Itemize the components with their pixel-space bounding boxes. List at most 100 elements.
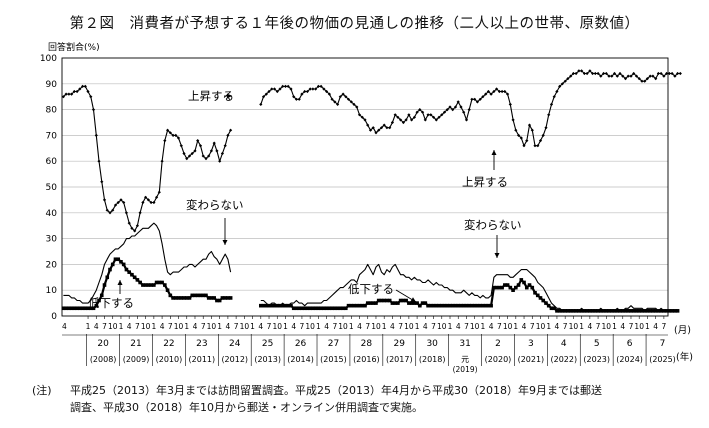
data-point: [577, 69, 581, 73]
data-point: [410, 118, 414, 122]
y-tick-label: 90: [46, 80, 58, 90]
data-point: [127, 221, 131, 225]
data-point: [336, 102, 340, 106]
data-point: [634, 309, 639, 313]
data-point: [226, 296, 230, 300]
data-point: [678, 71, 682, 76]
x-year-era-label: 20: [97, 339, 109, 349]
data-point: [580, 69, 584, 73]
data-point: [280, 303, 285, 308]
data-point: [429, 303, 433, 308]
series-上昇する: [61, 69, 682, 233]
x-month-label: 10: [536, 322, 546, 331]
data-point: [571, 71, 575, 76]
data-point: [574, 309, 578, 313]
data-point: [99, 293, 104, 298]
data-point: [656, 71, 660, 76]
data-point: [626, 74, 630, 78]
data-point: [357, 113, 362, 117]
data-point: [398, 298, 403, 303]
x-year-western-label: (2019): [453, 365, 478, 374]
data-point: [409, 301, 414, 305]
x-month-label: 7: [431, 322, 436, 331]
data-point: [281, 84, 285, 88]
data-point: [648, 74, 652, 78]
x-month-label: 1: [448, 322, 453, 331]
data-point: [558, 84, 562, 88]
data-point: [519, 136, 523, 140]
data-point: [654, 77, 658, 81]
x-year-era-label: 4: [561, 339, 567, 349]
data-point: [596, 71, 600, 76]
x-month-label: 10: [634, 322, 644, 331]
data-point: [530, 128, 534, 132]
x-month-label: 7: [661, 322, 666, 331]
data-point: [360, 303, 365, 308]
data-point: [217, 298, 222, 303]
data-point: [563, 309, 567, 313]
data-point: [593, 309, 598, 313]
data-point: [623, 309, 628, 313]
data-point: [560, 82, 564, 86]
data-point: [270, 87, 274, 91]
x-year-era-label: 7: [660, 339, 666, 349]
data-point: [303, 89, 307, 94]
data-point: [393, 113, 397, 117]
data-point: [168, 293, 173, 298]
data-point: [135, 224, 139, 228]
data-point: [599, 74, 603, 78]
data-point: [133, 229, 137, 233]
data-point: [308, 87, 312, 91]
x-year-era-label: 29: [394, 339, 406, 349]
data-point: [70, 92, 74, 96]
data-point: [138, 211, 142, 215]
data-point: [376, 298, 381, 303]
data-point: [368, 301, 373, 305]
data-point: [78, 87, 82, 91]
data-point: [377, 128, 381, 132]
data-point: [135, 278, 140, 282]
data-point: [346, 97, 351, 101]
data-point: [607, 74, 611, 78]
series-line: [260, 70, 681, 147]
data-point: [514, 128, 518, 132]
data-point: [272, 303, 277, 308]
x-month-label: 7: [464, 322, 469, 331]
x-month-label: 10: [437, 322, 447, 331]
x-month-label: 7: [332, 322, 337, 331]
data-point: [322, 306, 326, 311]
data-point: [632, 71, 636, 76]
data-point: [379, 298, 384, 303]
x-month-label: 10: [569, 322, 579, 331]
data-point: [83, 84, 87, 88]
data-point: [475, 100, 479, 104]
data-point: [517, 133, 521, 138]
x-month-label: 10: [207, 322, 217, 331]
data-point: [69, 306, 74, 311]
y-tick-label: 60: [46, 157, 58, 167]
data-point: [568, 309, 573, 313]
x-year-western-label: (2018): [419, 355, 446, 364]
data-point: [344, 95, 348, 99]
x-month-label: 10: [338, 322, 348, 331]
data-point: [119, 260, 123, 264]
data-point: [168, 131, 172, 135]
data-point: [160, 280, 164, 285]
data-point: [289, 303, 293, 308]
y-axis-label: 回答割合(%): [48, 41, 100, 53]
data-point: [423, 118, 427, 122]
data-point: [670, 71, 674, 76]
data-point: [404, 298, 408, 303]
data-point: [187, 154, 192, 158]
data-point: [667, 309, 672, 313]
x-month-label: 4: [489, 322, 494, 331]
data-point: [198, 293, 203, 298]
x-month-label: 4: [160, 322, 165, 331]
data-point: [645, 77, 649, 81]
data-point: [533, 290, 537, 295]
data-point: [272, 87, 277, 91]
x-month-label: 10: [503, 322, 513, 331]
series-低下する: [61, 257, 680, 313]
data-point: [171, 133, 175, 138]
data-point: [429, 113, 433, 117]
